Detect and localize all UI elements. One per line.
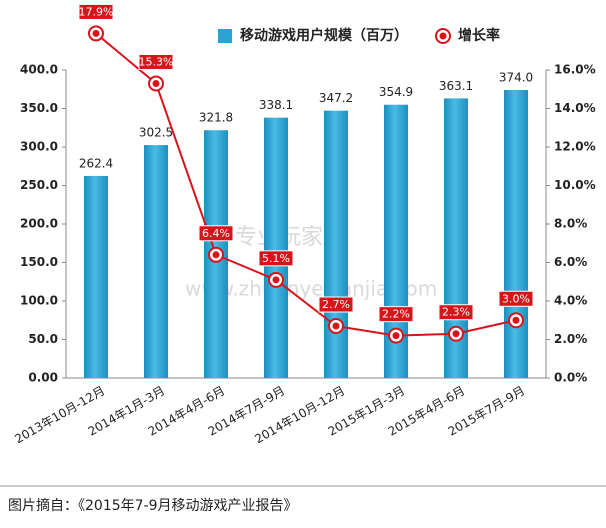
line-marker-dot bbox=[332, 322, 340, 330]
bar-value-label: 354.9 bbox=[379, 85, 413, 99]
footer-source: 图片摘自：《2015年7-9月移动游戏产业报告》 bbox=[8, 497, 298, 514]
point-label-box bbox=[138, 53, 174, 70]
y2-tick-label: 10.0% bbox=[554, 178, 596, 192]
y-tick-label: 300.0 bbox=[20, 140, 58, 154]
point-value-label: 2.7% bbox=[322, 298, 350, 311]
y2-tick-label: 16.0% bbox=[554, 63, 596, 77]
y2-tick-label: 8.0% bbox=[554, 217, 587, 231]
point-value-label: 15.3% bbox=[139, 55, 174, 68]
bar bbox=[144, 145, 168, 378]
bar-value-label: 338.1 bbox=[259, 98, 293, 112]
bar bbox=[324, 110, 348, 378]
y-tick-label: 400.0 bbox=[20, 63, 58, 77]
point-value-label: 6.4% bbox=[202, 227, 230, 240]
line-marker-dot bbox=[92, 29, 100, 37]
bar bbox=[264, 117, 288, 379]
legend-swatch-dot bbox=[439, 32, 447, 40]
point-label-box bbox=[318, 296, 354, 313]
y-tick-label: 100.0 bbox=[20, 294, 58, 308]
line-marker-dot bbox=[272, 276, 280, 284]
point-label-box bbox=[498, 290, 534, 307]
line-marker-dot bbox=[212, 251, 220, 259]
point-label-box bbox=[378, 306, 414, 323]
y-tick-label: 50.0 bbox=[28, 332, 58, 346]
point-value-label: 2.2% bbox=[382, 308, 410, 321]
point-value-label: 3.0% bbox=[502, 292, 530, 305]
y2-tick-label: 6.0% bbox=[554, 255, 587, 269]
legend-label: 移动游戏用户规模（百万） bbox=[240, 27, 408, 44]
bar-value-label: 321.8 bbox=[199, 111, 233, 125]
bar-value-label: 262.4 bbox=[79, 156, 113, 170]
legend-label: 增长率 bbox=[458, 27, 500, 44]
point-value-label: 5.1% bbox=[262, 252, 290, 265]
line-marker-dot bbox=[392, 332, 400, 340]
bar-value-label: 347.2 bbox=[319, 91, 353, 105]
y2-tick-label: 4.0% bbox=[554, 294, 587, 308]
bar-value-label: 374.0 bbox=[499, 71, 533, 85]
point-label-box bbox=[78, 3, 114, 20]
y-tick-label: 200.0 bbox=[20, 217, 58, 231]
bar-value-label: 302.5 bbox=[139, 126, 173, 140]
bar bbox=[504, 90, 528, 379]
point-value-label: 17.9% bbox=[79, 5, 114, 18]
legend-swatch bbox=[218, 29, 232, 43]
bar-value-label: 363.1 bbox=[439, 79, 473, 93]
point-label-box bbox=[198, 225, 234, 242]
y2-tick-label: 0.0% bbox=[554, 371, 587, 385]
point-value-label: 2.3% bbox=[442, 306, 470, 319]
line-marker-dot bbox=[512, 316, 520, 324]
y2-tick-label: 12.0% bbox=[554, 140, 596, 154]
point-label-box bbox=[438, 304, 474, 321]
y2-tick-label: 14.0% bbox=[554, 101, 596, 115]
y-tick-label: 150.0 bbox=[20, 255, 58, 269]
line-marker-dot bbox=[152, 79, 160, 87]
line bbox=[95, 32, 517, 337]
y-tick-label: 350.0 bbox=[20, 101, 58, 115]
y-tick-label: 0.00 bbox=[28, 371, 58, 385]
line-marker-dot bbox=[452, 330, 460, 338]
bar bbox=[84, 175, 108, 378]
y2-tick-label: 2.0% bbox=[554, 332, 587, 346]
point-label-box bbox=[258, 250, 294, 267]
y-tick-label: 250.0 bbox=[20, 178, 58, 192]
